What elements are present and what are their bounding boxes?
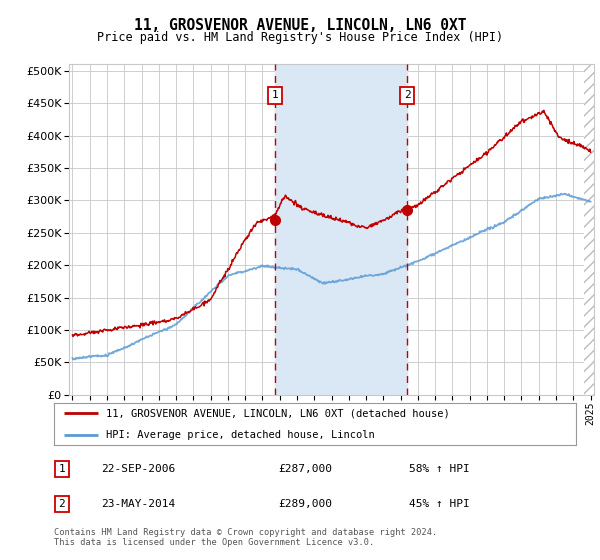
Text: 2: 2 bbox=[58, 499, 65, 509]
Text: 45% ↑ HPI: 45% ↑ HPI bbox=[409, 499, 470, 509]
Text: 11, GROSVENOR AVENUE, LINCOLN, LN6 0XT (detached house): 11, GROSVENOR AVENUE, LINCOLN, LN6 0XT (… bbox=[106, 408, 450, 418]
Text: 22-SEP-2006: 22-SEP-2006 bbox=[101, 464, 175, 474]
Text: 1: 1 bbox=[271, 91, 278, 100]
Text: 23-MAY-2014: 23-MAY-2014 bbox=[101, 499, 175, 509]
Text: 58% ↑ HPI: 58% ↑ HPI bbox=[409, 464, 470, 474]
Text: £287,000: £287,000 bbox=[278, 464, 332, 474]
Text: 1: 1 bbox=[58, 464, 65, 474]
Text: Price paid vs. HM Land Registry's House Price Index (HPI): Price paid vs. HM Land Registry's House … bbox=[97, 31, 503, 44]
Text: Contains HM Land Registry data © Crown copyright and database right 2024.
This d: Contains HM Land Registry data © Crown c… bbox=[54, 528, 437, 547]
Text: 11, GROSVENOR AVENUE, LINCOLN, LN6 0XT: 11, GROSVENOR AVENUE, LINCOLN, LN6 0XT bbox=[134, 18, 466, 33]
Text: HPI: Average price, detached house, Lincoln: HPI: Average price, detached house, Linc… bbox=[106, 430, 375, 440]
Bar bbox=[584, 64, 594, 395]
Text: £289,000: £289,000 bbox=[278, 499, 332, 509]
Bar bbox=[275, 64, 407, 395]
Text: 2: 2 bbox=[404, 91, 410, 100]
